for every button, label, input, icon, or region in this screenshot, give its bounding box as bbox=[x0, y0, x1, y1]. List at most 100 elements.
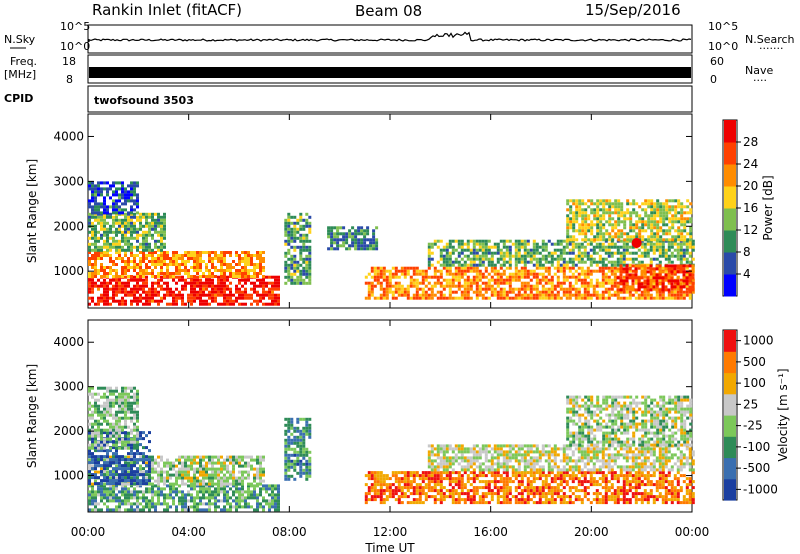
data-cell bbox=[433, 269, 437, 273]
data-cell bbox=[526, 275, 530, 279]
data-cell bbox=[229, 293, 232, 297]
data-cell bbox=[571, 293, 575, 297]
data-cell bbox=[181, 502, 184, 506]
data-cell bbox=[97, 449, 100, 453]
data-cell bbox=[599, 229, 603, 233]
data-cell bbox=[160, 455, 163, 459]
data-cell bbox=[130, 236, 133, 240]
data-cell bbox=[689, 226, 693, 230]
data-cell bbox=[91, 413, 94, 417]
data-cell bbox=[514, 293, 518, 297]
data-cell bbox=[394, 275, 398, 279]
data-cell bbox=[103, 482, 106, 486]
data-cell bbox=[583, 281, 587, 285]
data-cell bbox=[607, 275, 611, 279]
data-cell bbox=[613, 278, 617, 282]
data-cell bbox=[190, 251, 193, 254]
data-cell bbox=[635, 223, 639, 227]
data-cell bbox=[421, 269, 425, 273]
data-cell bbox=[214, 251, 217, 254]
data-cell bbox=[106, 221, 109, 225]
data-cell bbox=[97, 257, 100, 260]
data-cell bbox=[611, 235, 615, 239]
data-cell bbox=[634, 251, 638, 255]
data-cell bbox=[544, 257, 548, 261]
data-cell bbox=[499, 239, 503, 243]
data-cell bbox=[100, 508, 103, 512]
colorbar-tick-label: 16 bbox=[743, 201, 758, 215]
data-cell bbox=[457, 275, 461, 279]
data-cell bbox=[127, 248, 130, 252]
data-cell bbox=[235, 502, 238, 506]
data-cell bbox=[169, 275, 172, 278]
data-cell bbox=[232, 272, 235, 275]
data-cell bbox=[202, 493, 205, 497]
data-cell bbox=[121, 407, 124, 411]
data-cell bbox=[653, 202, 657, 206]
data-cell bbox=[100, 458, 103, 462]
data-cell bbox=[547, 269, 551, 273]
data-cell bbox=[157, 479, 160, 483]
data-cell bbox=[299, 227, 303, 231]
data-cell bbox=[196, 505, 199, 509]
data-cell bbox=[184, 455, 187, 459]
data-cell bbox=[686, 205, 690, 209]
data-cell bbox=[124, 272, 127, 275]
data-cell bbox=[148, 230, 151, 234]
data-cell bbox=[175, 296, 178, 300]
data-cell bbox=[148, 490, 151, 494]
data-cell bbox=[97, 269, 100, 272]
data-cell bbox=[520, 284, 524, 288]
data-cell bbox=[124, 392, 127, 396]
data-cell bbox=[617, 229, 621, 233]
data-cell bbox=[121, 266, 124, 269]
data-cell bbox=[103, 449, 106, 453]
noise-right-label: N.Search bbox=[745, 33, 795, 46]
data-cell bbox=[190, 458, 193, 462]
data-cell bbox=[556, 269, 560, 273]
power-y-axis-label: Slant Range [km] bbox=[25, 159, 39, 263]
data-cell bbox=[256, 266, 259, 269]
data-cell bbox=[139, 479, 142, 483]
data-cell bbox=[265, 284, 268, 288]
data-cell bbox=[259, 455, 262, 459]
data-cell bbox=[97, 187, 100, 191]
data-cell bbox=[199, 473, 202, 477]
data-cell bbox=[121, 493, 124, 497]
data-cell bbox=[133, 263, 136, 266]
data-cell bbox=[103, 221, 106, 225]
data-cell bbox=[160, 487, 163, 491]
data-cell bbox=[139, 455, 142, 459]
data-cell bbox=[637, 296, 641, 300]
data-cell bbox=[136, 272, 139, 275]
data-cell bbox=[238, 470, 241, 474]
data-cell bbox=[290, 215, 294, 219]
data-cell bbox=[181, 302, 184, 306]
data-cell bbox=[541, 293, 545, 297]
data-cell bbox=[433, 266, 437, 270]
data-cell bbox=[205, 278, 208, 282]
data-cell bbox=[199, 290, 202, 294]
data-cell bbox=[620, 235, 624, 239]
data-cell bbox=[94, 476, 97, 480]
data-cell bbox=[637, 285, 641, 289]
data-cell bbox=[688, 270, 692, 274]
data-cell bbox=[250, 260, 253, 263]
data-cell bbox=[136, 263, 139, 266]
data-cell bbox=[572, 199, 576, 203]
data-cell bbox=[658, 245, 662, 249]
data-cell bbox=[223, 473, 226, 477]
data-cell bbox=[253, 493, 256, 497]
data-cell bbox=[466, 269, 470, 273]
data-cell bbox=[154, 290, 157, 294]
data-cell bbox=[115, 233, 118, 237]
data-cell bbox=[571, 266, 575, 270]
data-cell bbox=[287, 444, 291, 448]
data-cell bbox=[91, 458, 94, 462]
data-cell bbox=[523, 245, 527, 249]
data-cell bbox=[154, 242, 157, 246]
data-cell bbox=[91, 428, 94, 432]
data-cell bbox=[586, 254, 590, 258]
data-cell bbox=[97, 211, 100, 215]
data-cell bbox=[157, 272, 160, 275]
